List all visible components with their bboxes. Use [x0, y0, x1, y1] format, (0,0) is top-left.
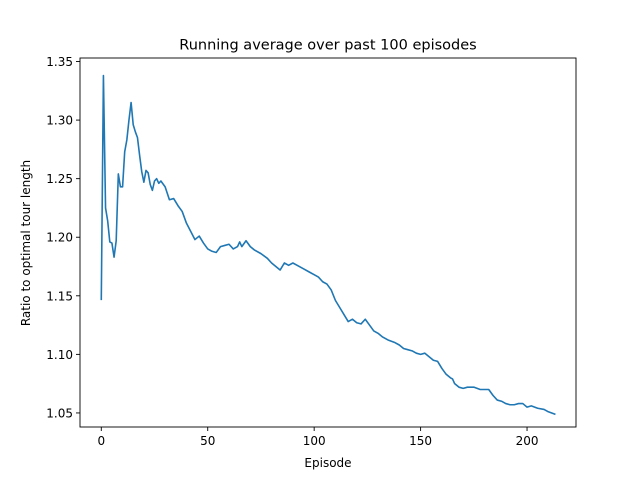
y-tick-label: 1.10: [46, 348, 73, 362]
y-tick-label: 1.15: [46, 289, 73, 303]
y-tick-label: 1.25: [46, 172, 73, 186]
y-tick-label: 1.20: [46, 231, 73, 245]
y-axis-label: Ratio to optimal tour length: [19, 160, 33, 326]
y-tick-label: 1.35: [46, 55, 73, 69]
x-tick-label: 0: [97, 434, 105, 448]
plot-frame: [79, 57, 577, 428]
y-tick-label: 1.05: [46, 406, 73, 420]
y-tick-label: 1.30: [46, 114, 73, 128]
x-tick-label: 150: [409, 434, 432, 448]
x-tick-label: 200: [516, 434, 539, 448]
x-axis-label: Episode: [304, 456, 351, 470]
x-tick-label: 50: [200, 434, 215, 448]
series-line-0: [100, 74, 556, 416]
chart-title: Running average over past 100 episodes: [179, 38, 476, 54]
x-tick-label: 100: [303, 434, 326, 448]
